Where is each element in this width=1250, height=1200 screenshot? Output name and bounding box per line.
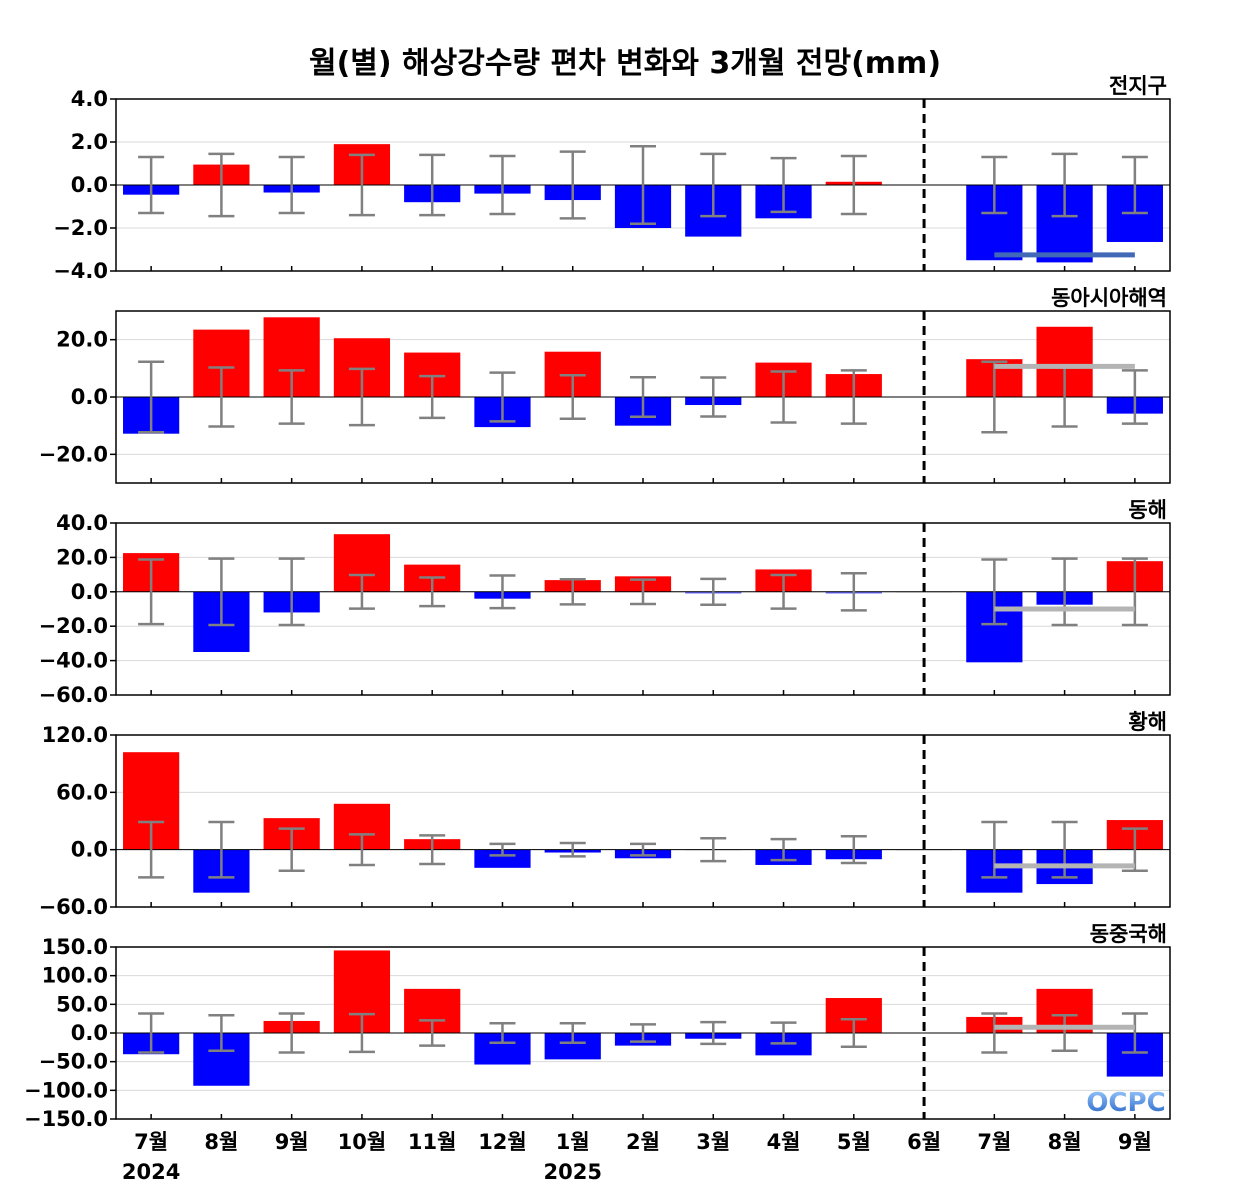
y-tick-label: −40.0 <box>39 649 108 673</box>
y-tick-label: 0.0 <box>71 580 108 604</box>
y-tick-label: −4.0 <box>53 259 108 283</box>
x-tick-label: 8월 <box>1048 1130 1082 1154</box>
y-tick-label: −60.0 <box>39 683 108 707</box>
year-label: 2025 <box>544 1160 602 1184</box>
y-tick-label: −2.0 <box>53 216 108 240</box>
x-tick-label: 1월 <box>556 1130 590 1154</box>
x-tick-label: 9월 <box>275 1130 309 1154</box>
y-tick-label: 0.0 <box>71 838 108 862</box>
y-tick-label: 150.0 <box>42 935 108 959</box>
panel-label: 동아시아해역 <box>1051 286 1167 310</box>
panels-layer: −4.0 −2.0 0.0 2.0 4.0 전지구 −20.0 0.0 20.0 동아시아해역 −6… <box>24 74 1171 1131</box>
panel-1: −4.0 −2.0 0.0 2.0 4.0 전지구 <box>53 74 1171 283</box>
y-tick-label: 20.0 <box>56 328 108 352</box>
y-tick-label: −100.0 <box>24 1078 108 1102</box>
x-tick-label: 6월 <box>907 1130 941 1154</box>
y-tick-label: −60.0 <box>39 895 108 919</box>
x-tick-label: 4월 <box>767 1130 801 1154</box>
panel-label: 동중국해 <box>1090 922 1167 946</box>
y-tick-label: 20.0 <box>56 545 108 569</box>
x-tick-label: 2월 <box>626 1130 660 1154</box>
y-tick-label: 0.0 <box>71 385 108 409</box>
y-tick-label: 2.0 <box>71 130 108 154</box>
y-tick-label: 40.0 <box>56 511 108 535</box>
x-tick-label: 8월 <box>204 1130 238 1154</box>
chart-title: 월(별) 해상강수량 편차 변화와 3개월 전망(mm) <box>308 46 942 81</box>
x-tick-label: 9월 <box>1118 1130 1152 1154</box>
y-tick-label: 100.0 <box>42 964 108 988</box>
x-tick-label: 10월 <box>338 1130 387 1154</box>
y-tick-label: −20.0 <box>39 442 108 466</box>
y-tick-label: −20.0 <box>39 614 108 638</box>
x-tick-label: 5월 <box>837 1130 871 1154</box>
panel-2: −20.0 0.0 20.0 동아시아해역 <box>39 286 1171 484</box>
panel-label: 동해 <box>1128 498 1167 522</box>
panel-label: 전지구 <box>1109 74 1167 98</box>
year-label: 2024 <box>122 1160 180 1184</box>
y-tick-label: 60.0 <box>56 780 108 804</box>
x-tick-label: 11월 <box>408 1130 457 1154</box>
panel-3: −60.0 −40.0 −20.0 0.0 20.0 40.0 동해 <box>39 498 1171 707</box>
y-tick-label: 0.0 <box>71 173 108 197</box>
y-tick-label: 4.0 <box>71 87 108 111</box>
x-axis: 7월 8월 9월 10월 11월 12월 1월 2월 3월 4월 5월 6월 7월 8월 9월 2024 202… <box>122 1130 1152 1184</box>
y-tick-label: −150.0 <box>24 1107 108 1131</box>
logo-text: OCPC <box>1086 1088 1165 1116</box>
panel-5: −150.0 −100.0 −50.0 0.0 50.0 100.0 150.0 동중국해 <box>24 922 1171 1131</box>
y-tick-label: 120.0 <box>42 723 108 747</box>
y-tick-label: 50.0 <box>56 992 108 1016</box>
x-tick-label: 12월 <box>478 1130 527 1154</box>
panel-label: 황해 <box>1128 710 1167 734</box>
y-tick-label: −50.0 <box>39 1050 108 1074</box>
x-tick-label: 7월 <box>134 1130 168 1154</box>
x-tick-label: 3월 <box>696 1130 730 1154</box>
y-tick-label: 0.0 <box>71 1021 108 1045</box>
ocpc-logo: OCPC <box>1086 1088 1165 1116</box>
bar <box>474 849 531 868</box>
x-tick-label: 7월 <box>977 1130 1011 1154</box>
panel-4: −60.0 0.0 60.0 120.0 황해 <box>39 710 1171 919</box>
